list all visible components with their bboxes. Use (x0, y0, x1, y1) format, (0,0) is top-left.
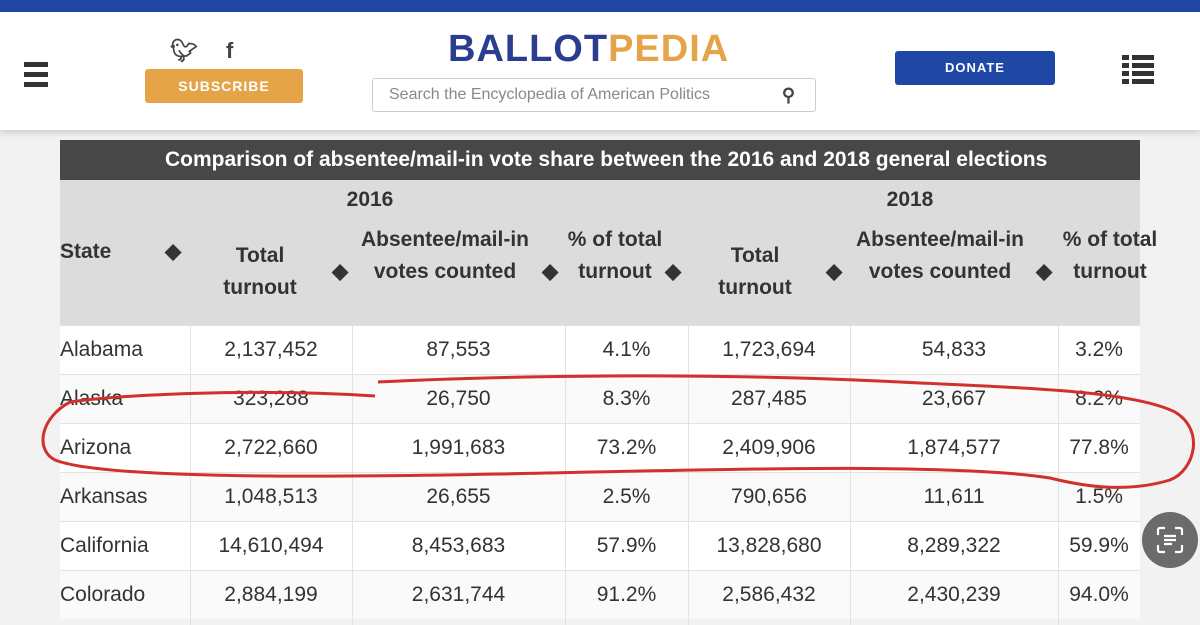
sort-icon[interactable]: ◆ (165, 240, 182, 263)
cell-value: 87,553 (426, 338, 491, 361)
search-icon[interactable]: ⚲ (781, 85, 795, 105)
cell-value: 323,288 (233, 387, 309, 410)
cell-value: 8,453,683 (411, 534, 506, 557)
cell-value: 59.9% (1069, 534, 1129, 557)
scan-text-button[interactable] (1142, 512, 1198, 568)
cell-value: 94.0% (1069, 583, 1129, 606)
twitter-icon[interactable]: 🐦︎ (170, 38, 198, 63)
subscribe-button[interactable]: SUBSCRIBE (145, 69, 303, 103)
cell-value: 4.1% (602, 338, 651, 361)
table-row: Colorado 2,884,199 2,631,744 91.2% 2,586,432… (60, 570, 1140, 619)
cell-value: 3.2% (1075, 338, 1123, 361)
sort-icon[interactable]: ◆ (332, 260, 349, 283)
cell-value: 1,991,683 (411, 436, 506, 459)
donate-button[interactable]: DONATE (895, 51, 1055, 85)
cell-value: 2,884,199 (224, 583, 318, 606)
year-2018: 2018 (886, 188, 934, 211)
table-row: Arizona 2,722,660 1,991,683 73.2% 2,409,906 1… (60, 423, 1140, 472)
cell-value: 2.5% (602, 485, 651, 508)
col-total-2018[interactable]: Total turnout (718, 244, 792, 299)
cell-value: 91.2% (596, 583, 657, 606)
cell-value: 2,430,239 (907, 583, 1001, 606)
cell-value: 8.2% (1075, 387, 1123, 410)
cell-value: 8.3% (602, 387, 651, 410)
state-name[interactable]: Arizona (60, 436, 132, 459)
table-row: Alabama 2,137,452 87,553 4.1% 1,723,694 54,83… (60, 325, 1140, 374)
cell-value: 57.9% (596, 534, 657, 557)
cell-value: 1.5% (1075, 485, 1123, 508)
sort-icon[interactable]: ◆ (665, 260, 682, 283)
site-header: 🐦︎ f SUBSCRIBE BALLOTPEDIA Search the Enc… (0, 12, 1200, 130)
cell-value: 23,667 (921, 387, 987, 410)
cell-value: 1,723,694 (722, 338, 816, 361)
hamburger-menu-icon[interactable] (24, 62, 48, 92)
cell-value: 13,828,680 (716, 534, 822, 557)
cell-value: 790,656 (731, 485, 807, 508)
cell-value: 11,611 (923, 485, 985, 508)
cell-value: 2,586,432 (722, 583, 816, 606)
table-header: 2016 2018 State ◆ Total turnout Absentee… (60, 180, 1157, 325)
col-absentee-2018[interactable]: Absentee/mail-in votes counted (855, 228, 1025, 283)
search-input[interactable]: Search the Encyclopedia of American Poli… (372, 78, 816, 112)
table-row: Arkansas 1,048,513 26,655 2.5% 790,656 11,611… (60, 472, 1140, 521)
col-pct-2016[interactable]: % of total turnout (567, 228, 663, 283)
cell-value: 26,655 (426, 485, 491, 508)
sort-icon[interactable]: ◆ (1036, 260, 1053, 283)
cell-value: 287,485 (731, 387, 807, 410)
col-pct-2018[interactable]: % of total turnout (1062, 228, 1158, 283)
top-bar (0, 0, 1200, 12)
ballotpedia-logo[interactable]: BALLOTPEDIA (448, 28, 730, 70)
facebook-icon[interactable]: f (225, 38, 234, 63)
col-total-2016[interactable]: Total turnout (223, 244, 297, 299)
state-name[interactable]: Colorado (60, 583, 146, 606)
cell-value: 8,289,322 (907, 534, 1001, 557)
col-state[interactable]: State (60, 240, 112, 263)
cell-value: 2,631,744 (411, 583, 506, 606)
sort-icon[interactable]: ◆ (542, 260, 559, 283)
vote-share-table: Comparison of absentee/mail-in vote shar… (60, 140, 1157, 619)
state-name[interactable]: Arkansas (60, 485, 148, 508)
state-name[interactable]: Alabama (60, 338, 143, 361)
cell-value: 1,048,513 (224, 485, 318, 508)
cell-value: 2,137,452 (224, 338, 318, 361)
col-absentee-2016[interactable]: Absentee/mail-in votes counted (360, 228, 530, 283)
state-name[interactable]: Alaska (60, 387, 124, 410)
table-row: Alaska 323,288 26,750 8.3% 287,485 23,667 8.2% (60, 374, 1140, 423)
cell-value: 73.2% (596, 436, 657, 459)
table-row: California 14,610,494 8,453,683 57.9% 13,828… (60, 521, 1140, 570)
cell-value: 2,722,660 (224, 436, 318, 459)
scan-text-icon (1156, 526, 1184, 554)
cell-value: 77.8% (1069, 436, 1129, 459)
cell-value: 54,833 (921, 338, 987, 361)
list-menu-icon[interactable] (1122, 55, 1154, 87)
cell-value: 14,610,494 (218, 534, 324, 557)
year-2016: 2016 (346, 188, 394, 211)
table-title: Comparison of absentee/mail-in vote shar… (60, 140, 1140, 180)
cell-value: 2,409,906 (722, 436, 816, 459)
state-name[interactable]: California (60, 534, 149, 557)
cell-value: 1,874,577 (907, 436, 1001, 459)
cell-value: 26,750 (426, 387, 491, 410)
sort-icon[interactable]: ◆ (826, 260, 843, 283)
